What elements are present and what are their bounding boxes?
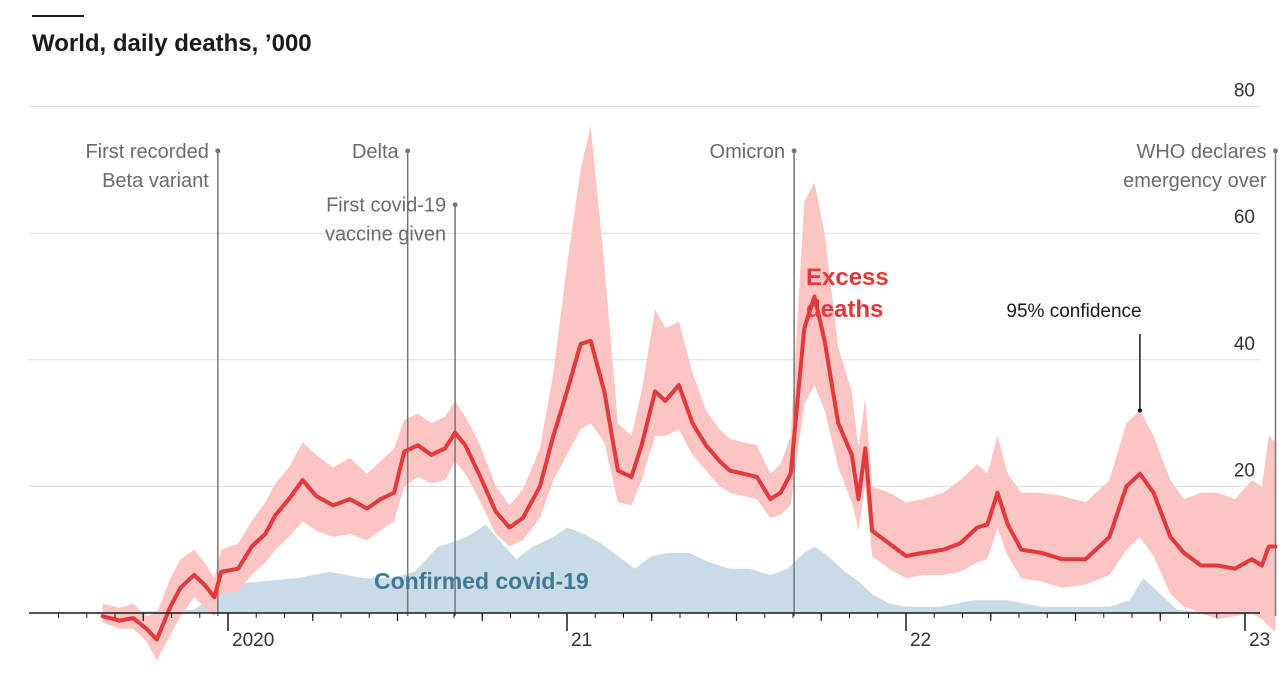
y-tick-label-80: 80 (1234, 81, 1255, 102)
annotation-label-0-0: First recorded (85, 141, 208, 163)
confidence-label: 95% confidence (1006, 301, 1141, 322)
annotation-label-2-0: First covid-19 (326, 195, 446, 217)
annotation-label-4-1: emergency over (1123, 170, 1267, 192)
y-tick-label-20: 20 (1234, 460, 1255, 481)
chart-title: World, daily deaths, ’000 (32, 30, 312, 57)
x-tick-label-22: 22 (910, 630, 931, 651)
annotation-label-3-0: Omicron (710, 141, 786, 163)
x-tick-label-23: 23 (1249, 630, 1270, 651)
x-tick-label-2020: 2020 (232, 630, 274, 651)
excess-line-group (100, 294, 1278, 642)
y-tick-label-60: 60 (1234, 207, 1255, 228)
annotation-labels: First recorded Beta variant Delta First cov… (85, 141, 1266, 246)
annotation-lines (215, 148, 1279, 617)
x-axis: 2020 21 22 23 (29, 612, 1270, 651)
confidence-pointer-dot (1137, 408, 1143, 413)
annotation-dot-2 (452, 202, 458, 208)
confirmed-covid-label: Confirmed covid-19 (374, 568, 589, 594)
annotation-label-0-1: Beta variant (102, 170, 209, 192)
annotation-dot-1 (405, 148, 411, 154)
annotation-dot-0 (215, 148, 221, 154)
annotation-label-2-1: vaccine given (325, 224, 446, 246)
annotation-dot-4 (1273, 148, 1279, 154)
excess-deaths-label-line2: deaths (806, 296, 883, 323)
title-rule (32, 15, 84, 17)
excess-deaths-label-line1: Excess (806, 264, 889, 291)
excess-deaths-line (100, 294, 1278, 642)
series-labels: Excess deaths Confirmed covid-19 95% confid… (374, 264, 1143, 594)
annotation-dot-3 (791, 148, 797, 154)
confirmed-covid-area (102, 524, 1276, 613)
y-tick-label-40: 40 (1234, 334, 1255, 355)
annotation-label-4-0: WHO declares (1136, 141, 1266, 163)
confirmed-covid-area-group (102, 524, 1276, 613)
annotation-label-1-0: Delta (352, 141, 400, 163)
x-tick-label-21: 21 (571, 630, 592, 651)
gridlines (29, 106, 1260, 487)
